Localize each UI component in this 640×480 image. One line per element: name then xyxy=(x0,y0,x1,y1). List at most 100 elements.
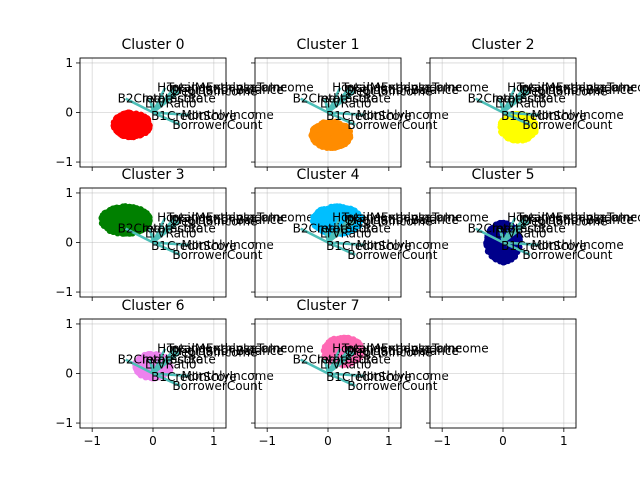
panel-plot-area xyxy=(475,216,540,266)
loading-arrow xyxy=(327,241,356,257)
panel-2: HousingExpenseToIncomeTotalMonthlyIncome… xyxy=(426,37,640,171)
loading-arrow xyxy=(300,97,329,114)
scatter-point xyxy=(137,368,144,376)
scatter-point xyxy=(131,113,139,121)
loading-label: LTVRatio xyxy=(320,358,371,372)
scatter-point xyxy=(151,353,159,360)
loading-label: DebtToIncome xyxy=(347,346,433,360)
scatter-point xyxy=(512,127,520,134)
loading-arrow xyxy=(327,372,356,388)
scatter-point xyxy=(99,216,107,224)
loading-label: DebtToIncome xyxy=(172,346,258,360)
panel-title: Cluster 4 xyxy=(296,167,359,183)
scatter-point xyxy=(501,222,509,229)
panel-plot-area xyxy=(300,334,366,388)
scatter-point xyxy=(316,141,324,148)
scatter-point xyxy=(135,118,143,125)
loading-label: LTVRatio xyxy=(145,97,196,111)
loading-label: MonthlyIncome xyxy=(532,108,624,122)
loading-arrow xyxy=(327,111,365,117)
scatter-point xyxy=(320,207,327,214)
loading-label: TotalMonthlyIncome xyxy=(516,81,637,95)
loading-label: TotalMonthlyIncome xyxy=(341,342,462,356)
scatter-point xyxy=(106,207,114,214)
scatter-point xyxy=(528,126,535,134)
scatter-point xyxy=(507,131,515,138)
scatter-point xyxy=(121,128,128,136)
scatter-point xyxy=(328,343,335,351)
scatter-point xyxy=(113,122,120,129)
panel-7: HousingExpenseToIncomeTotalMonthlyIncome… xyxy=(251,298,489,448)
loading-label: InterestRate xyxy=(142,222,216,236)
scatter-point xyxy=(502,129,509,136)
loading-label: LTVRatio xyxy=(495,97,546,111)
scatter-point xyxy=(332,127,339,134)
scatter-point xyxy=(341,210,349,217)
scatter-point xyxy=(496,221,504,228)
loading-arrow xyxy=(502,111,540,117)
loading-label: InterestRate xyxy=(492,92,566,106)
loading-label: B2CreditScore xyxy=(118,222,204,236)
scatter-point xyxy=(507,119,515,127)
scatter-point xyxy=(312,126,320,133)
loading-label: TotalMonthlyIncome xyxy=(341,81,462,95)
loading-arrow xyxy=(327,111,356,127)
loading-label: LTVRatio xyxy=(320,227,371,241)
loading-label: DebtToIncome xyxy=(172,85,258,99)
loading-label: MonthlyIncome xyxy=(357,108,449,122)
scatter-point xyxy=(124,205,131,212)
scatter-point xyxy=(340,335,347,343)
loading-arrow xyxy=(300,358,329,375)
loading-label: HousingExpenseToIncome xyxy=(507,211,640,225)
loading-label: OriginationBalance xyxy=(519,213,633,227)
loading-label: HousingExpenseToIncome xyxy=(507,81,640,95)
scatter-point xyxy=(322,349,330,357)
loading-label: TotalMonthlyIncome xyxy=(516,211,637,225)
scatter-point xyxy=(342,342,350,349)
loading-arrow xyxy=(152,220,181,244)
scatter-point xyxy=(329,120,337,127)
loading-label: LTVRatio xyxy=(145,358,196,372)
scatter-point xyxy=(104,213,112,220)
loading-label: BorrowerCount xyxy=(347,118,437,132)
panel-5: HousingExpenseToIncomeTotalMonthlyIncome… xyxy=(426,167,640,301)
loading-label: LTVRatio xyxy=(320,97,371,111)
scatter-point xyxy=(129,205,137,212)
panel-plot-area xyxy=(475,86,540,144)
loading-label: InterestRate xyxy=(317,353,391,367)
loading-label: MonthlyIncome xyxy=(357,369,449,383)
scatter-point xyxy=(142,216,149,223)
loading-arrow xyxy=(502,111,531,127)
y-tick-label: −1 xyxy=(55,285,73,299)
loading-label: DebtToIncome xyxy=(522,85,608,99)
loading-label: BorrowerCount xyxy=(347,248,437,262)
loading-arrow xyxy=(502,241,540,247)
panel-8: −1 0 1 xyxy=(426,318,577,448)
loading-label: TotalMonthlyIncome xyxy=(166,211,287,225)
loading-label: TotalMonthlyIncome xyxy=(341,211,462,225)
loading-label: HousingExpenseToIncome xyxy=(157,81,314,95)
loading-arrow xyxy=(125,227,154,244)
panel-plot-area xyxy=(300,203,365,257)
panel-plot-area xyxy=(125,347,190,388)
scatter-point xyxy=(326,127,334,135)
scatter-point xyxy=(117,226,124,234)
x-tick-label: −1 xyxy=(433,434,451,448)
scatter-point xyxy=(358,350,366,357)
loading-label: TotalMonthlyIncome xyxy=(166,342,287,356)
panel-title: Cluster 7 xyxy=(296,298,359,314)
loading-arrow xyxy=(152,111,190,117)
loading-arrow xyxy=(475,227,504,244)
loading-label: BorrowerCount xyxy=(522,248,612,262)
scatter-point xyxy=(501,120,508,128)
y-tick-label: −1 xyxy=(55,155,73,169)
loading-label: HousingExpenseToIncome xyxy=(157,342,314,356)
scatter-point xyxy=(325,223,332,230)
y-tick-label: 0 xyxy=(65,106,73,120)
panel-title: Cluster 0 xyxy=(121,37,184,53)
x-tick-label: 1 xyxy=(560,434,568,448)
loading-label: InterestRate xyxy=(317,222,391,236)
scatter-point xyxy=(509,249,516,256)
panel-6: HousingExpenseToIncomeTotalMonthlyIncome… xyxy=(55,298,313,448)
